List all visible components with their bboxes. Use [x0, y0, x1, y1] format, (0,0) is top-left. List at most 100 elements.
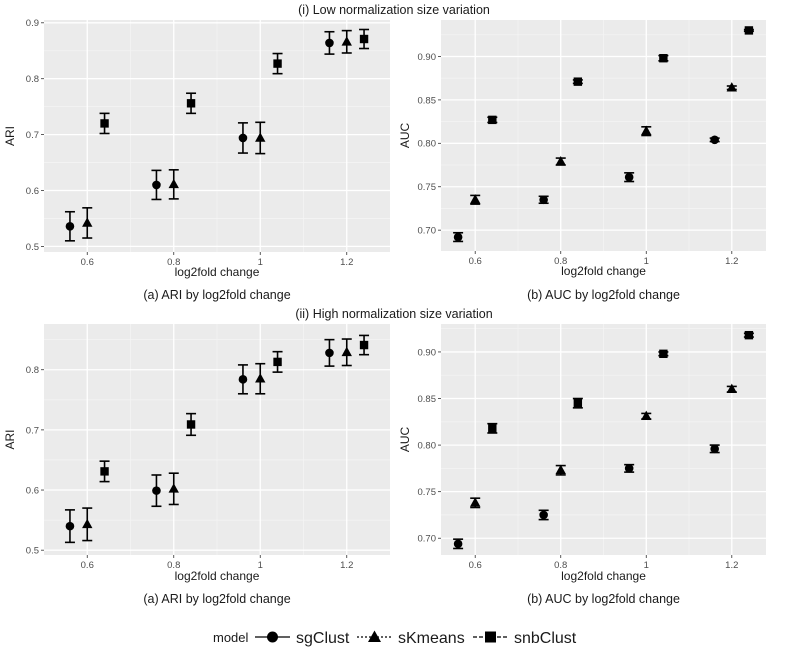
x-tick-label: 1 — [258, 560, 263, 571]
y-axis-title: ARI — [3, 429, 17, 449]
data-point-sgclust — [152, 180, 161, 190]
data-point-sgclust — [539, 510, 548, 520]
x-tick-label: 0.6 — [469, 560, 482, 571]
y-axis-title: ARI — [3, 126, 17, 146]
data-point-sgclust — [325, 38, 334, 48]
data-point-snbclust — [744, 330, 754, 340]
data-point-skmeans — [168, 483, 179, 493]
square-icon — [485, 631, 496, 643]
y-tick-label: 0.5 — [26, 546, 39, 557]
series-sgclust — [64, 338, 335, 544]
data-point-skmeans — [555, 155, 566, 166]
data-point-skmeans — [341, 36, 352, 46]
x-tick-label: 0.8 — [167, 560, 180, 571]
data-point-snbclust — [573, 398, 583, 408]
legend-key-skmeans — [357, 630, 392, 642]
legend-key-snbclust — [473, 631, 508, 643]
data-point-skmeans — [82, 217, 93, 227]
data-point-snbclust — [659, 54, 668, 63]
series-skmeans — [82, 29, 352, 239]
data-point-sgclust — [624, 172, 634, 182]
y-tick-label: 0.75 — [418, 182, 437, 193]
y-tick-label: 0.5 — [26, 242, 39, 253]
x-tick-label: 0.8 — [554, 560, 567, 571]
x-tick-label: 0.8 — [167, 257, 180, 268]
data-point-snbclust — [100, 119, 109, 128]
y-tick-label: 0.6 — [26, 485, 39, 496]
triangle-icon — [368, 630, 381, 642]
series-sgclust — [453, 135, 720, 243]
data-point-snbclust — [488, 115, 497, 125]
data-point-sgclust — [65, 221, 75, 231]
data-point-snbclust — [659, 349, 668, 359]
legend-label-sgclust: sgClust — [296, 630, 350, 647]
chart-ari-low: 0.6 0.8 1 1.2 0.5 0.6 0.7 0.8 0.9 log2fold change… — [3, 18, 390, 302]
y-tick-label: 0.9 — [26, 18, 39, 29]
x-tick-label: 0.6 — [81, 257, 94, 268]
data-point-sgclust — [65, 521, 75, 531]
section-title-high: (ii) High normalization size variation — [295, 307, 492, 321]
data-point-skmeans — [470, 497, 481, 507]
panel-caption: (a) ARI by log2fold change — [143, 592, 290, 606]
series-skmeans — [470, 82, 737, 205]
series-snbclust — [487, 330, 754, 434]
y-tick-label: 0.70 — [418, 534, 437, 545]
data-point-skmeans — [255, 132, 266, 142]
x-axis-title: log2fold change — [561, 569, 646, 583]
y-tick-label: 0.70 — [418, 226, 437, 237]
x-tick-label: 0.8 — [554, 256, 567, 267]
y-tick-label: 0.90 — [418, 52, 437, 63]
data-point-snbclust — [100, 467, 109, 476]
data-point-sgclust — [238, 133, 248, 143]
x-axis-title: log2fold change — [175, 265, 260, 279]
y-tick-label: 0.7 — [26, 425, 39, 436]
legend-label-snbclust: snbClust — [514, 630, 577, 647]
x-tick-label: 0.6 — [81, 560, 94, 571]
data-point-snbclust — [273, 357, 282, 367]
data-point-skmeans — [726, 82, 737, 92]
series-sgclust — [64, 30, 335, 242]
x-tick-label: 1.2 — [725, 256, 738, 267]
series-skmeans — [470, 383, 737, 509]
data-point-sgclust — [325, 348, 334, 358]
panel-caption: (b) AUC by log2fold change — [527, 288, 680, 302]
chart-auc-high: 0.6 0.8 1 1.2 0.70 0.75 0.80 0.85 0.90 log2fold c… — [398, 324, 766, 606]
x-tick-label: 1 — [644, 256, 649, 267]
data-point-skmeans — [82, 518, 93, 529]
data-point-sgclust — [710, 444, 719, 454]
legend-label-skmeans: sKmeans — [398, 630, 465, 647]
data-point-skmeans — [641, 410, 652, 421]
x-tick-label: 1.2 — [340, 257, 353, 268]
legend: model sgClust sKmeans snbClust — [213, 630, 577, 647]
data-point-sgclust — [152, 486, 161, 495]
data-point-snbclust — [186, 99, 196, 108]
data-point-sgclust — [238, 375, 248, 384]
x-tick-label: 0.6 — [469, 256, 482, 267]
x-tick-label: 1.2 — [725, 560, 738, 571]
y-tick-label: 0.6 — [26, 186, 39, 197]
chart-auc-low: 0.6 0.8 1 1.2 0.70 0.75 0.80 0.85 0.90 log2fold c… — [398, 20, 766, 302]
y-tick-label: 0.90 — [418, 347, 437, 358]
y-tick-label: 0.80 — [418, 139, 437, 150]
data-point-sgclust — [539, 195, 548, 205]
data-point-snbclust — [359, 34, 369, 44]
data-point-skmeans — [726, 383, 737, 394]
panel-caption: (b) AUC by log2fold change — [527, 592, 680, 606]
legend-key-sgclust — [255, 631, 290, 643]
series-snbclust — [99, 28, 370, 135]
y-tick-label: 0.8 — [26, 74, 39, 85]
data-point-skmeans — [255, 373, 266, 383]
x-tick-label: 1.2 — [340, 560, 353, 571]
series-snbclust — [99, 334, 370, 483]
data-point-sgclust — [453, 539, 463, 549]
data-point-snbclust — [488, 424, 497, 433]
x-axis-title: log2fold change — [561, 264, 646, 278]
section-title-low: (i) Low normalization size variation — [298, 3, 490, 17]
data-point-snbclust — [573, 77, 583, 86]
data-point-skmeans — [555, 464, 566, 475]
y-axis-title: AUC — [398, 123, 412, 149]
series-snbclust — [487, 26, 754, 125]
y-tick-label: 0.80 — [418, 440, 437, 451]
